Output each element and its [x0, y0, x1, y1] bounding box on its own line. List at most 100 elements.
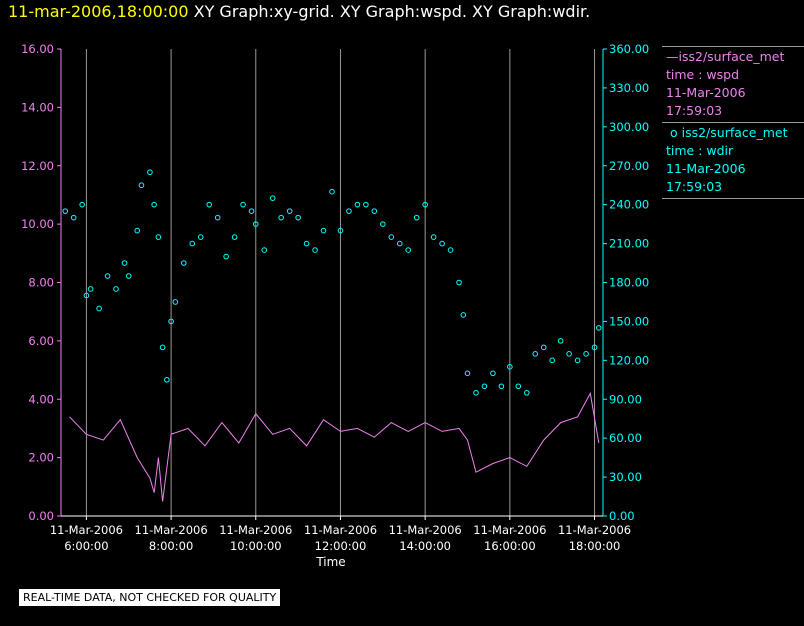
- quality-disclaimer: REAL-TIME DATA, NOT CHECKED FOR QUALITY: [19, 589, 281, 606]
- series-point-wdir: [320, 227, 327, 234]
- left-axis-tick-label: 0.00: [28, 509, 54, 523]
- series-point-wdir: [413, 214, 420, 221]
- x-axis-label: Time: [315, 555, 345, 569]
- series-point-wdir: [303, 240, 310, 247]
- series-point-wdir: [549, 357, 555, 364]
- series-point-wdir: [346, 208, 352, 214]
- series-point-wdir: [286, 208, 293, 214]
- left-axis-tick-label: 16.00: [21, 42, 54, 56]
- left-axis-tick-label: 2.00: [28, 451, 54, 465]
- series-point-wdir: [354, 201, 361, 208]
- x-axis-tick-date: 11-Mar-2006: [558, 523, 631, 537]
- series-point-wdir: [430, 234, 437, 240]
- series-point-wdir: [540, 344, 547, 351]
- legend-series2-label: time : wdir: [666, 143, 734, 158]
- series-point-wdir: [240, 201, 246, 208]
- left-axis-tick-label: 14.00: [21, 100, 54, 114]
- legend-series1-label: time : wspd: [666, 67, 740, 82]
- series-point-wdir: [405, 247, 412, 253]
- legend-series2-date: 11-Mar-2006: [666, 161, 746, 176]
- legend-divider: [662, 122, 804, 123]
- series-point-wdir: [329, 188, 335, 195]
- series-point-wdir: [172, 299, 179, 305]
- series-point-wdir: [70, 214, 77, 221]
- series-point-wdir: [532, 351, 539, 357]
- series-point-wdir: [83, 292, 90, 299]
- series-point-wdir: [197, 234, 204, 240]
- header-graph-titles: XY Graph:xy-grid. XY Graph:wspd. XY Grap…: [193, 2, 591, 21]
- series-point-wdir: [507, 364, 513, 370]
- series-point-wdir: [490, 370, 496, 377]
- series-point-wdir: [481, 383, 488, 390]
- series-point-wdir: [138, 182, 145, 189]
- legend-entry-wspd: —iss2/surface_met time : wspd 11-Mar-200…: [665, 48, 804, 120]
- series-point-wdir: [125, 273, 132, 279]
- series-point-wdir: [456, 279, 462, 286]
- x-axis-tick-time: 6:00:00: [64, 539, 108, 553]
- series-point-wdir: [371, 208, 378, 214]
- series-point-wdir: [566, 351, 572, 357]
- x-axis-tick-date: 11-Mar-2006: [473, 523, 546, 537]
- series-point-wdir: [396, 240, 403, 247]
- x-axis-tick-date: 11-Mar-2006: [50, 523, 123, 537]
- series-point-wdir: [460, 312, 467, 318]
- right-axis-tick-label: 150.00: [609, 314, 649, 328]
- series-point-wdir: [147, 169, 153, 176]
- legend-divider: [662, 46, 804, 47]
- series-point-wdir: [104, 273, 111, 279]
- series-point-wdir: [151, 201, 157, 208]
- right-axis-tick-label: 90.00: [609, 392, 642, 406]
- series-point-wdir: [595, 325, 602, 331]
- series-point-wdir: [473, 389, 479, 396]
- right-axis-tick-label: 330.00: [609, 81, 649, 95]
- right-axis-tick-label: 210.00: [609, 237, 649, 251]
- left-axis-tick-label: 6.00: [28, 334, 54, 348]
- right-axis-tick-label: 180.00: [609, 276, 649, 290]
- series-point-wdir: [252, 221, 259, 227]
- x-axis-tick-time: 10:00:00: [230, 539, 282, 553]
- legend-series2-time: 17:59:03: [666, 179, 723, 194]
- series-point-wdir: [464, 370, 471, 377]
- series-point-wdir: [159, 344, 166, 351]
- series-point-wdir: [523, 389, 530, 396]
- series-point-wdir: [231, 234, 238, 240]
- legend-entry-wdir: o iss2/surface_met time : wdir 11-Mar-20…: [665, 124, 804, 196]
- series-point-wdir: [380, 221, 386, 227]
- right-axis-tick-label: 0.00: [609, 509, 635, 523]
- series-point-wdir: [96, 305, 102, 312]
- right-axis-tick-label: 120.00: [609, 353, 649, 367]
- x-axis-tick-time: 16:00:00: [484, 539, 536, 553]
- x-axis-tick-time: 12:00:00: [315, 539, 367, 553]
- left-axis-tick-label: 12.00: [21, 159, 54, 173]
- x-axis-tick-time: 8:00:00: [149, 539, 193, 553]
- series-point-wdir: [498, 383, 505, 390]
- series-point-wdir: [278, 214, 284, 221]
- graph-legend: —iss2/surface_met time : wspd 11-Mar-200…: [662, 44, 804, 200]
- right-axis-tick-label: 360.00: [609, 42, 649, 56]
- right-axis-tick-label: 30.00: [609, 470, 642, 484]
- x-axis-tick-time: 18:00:00: [569, 539, 621, 553]
- legend-divider: [662, 198, 804, 199]
- series-point-wdir: [515, 383, 522, 390]
- series-point-wdir: [447, 247, 454, 253]
- legend-series1-date: 11-Mar-2006: [666, 85, 746, 100]
- legend-circle-marker: o: [666, 125, 682, 140]
- series-point-wdir: [79, 201, 85, 208]
- series-point-wdir: [155, 234, 162, 240]
- series-point-wdir: [261, 247, 268, 253]
- series-point-wdir: [312, 247, 318, 253]
- legend-series1-name: iss2/surface_met: [678, 49, 785, 64]
- series-point-wdir: [121, 260, 128, 266]
- series-point-wdir: [62, 208, 69, 214]
- right-axis-tick-label: 300.00: [609, 120, 649, 134]
- series-point-wdir: [337, 227, 344, 234]
- series-point-wdir: [214, 214, 221, 221]
- series-point-wdir: [439, 240, 445, 247]
- series-point-wdir: [189, 240, 196, 247]
- x-axis-tick-date: 11-Mar-2006: [389, 523, 462, 537]
- graph-header: 11-mar-2006,18:00:00 XY Graph:xy-grid. X…: [8, 1, 590, 23]
- series-point-wdir: [295, 214, 301, 221]
- series-point-wdir: [168, 318, 174, 325]
- series-line-wspd: [69, 391, 600, 502]
- series-point-wdir: [248, 208, 255, 214]
